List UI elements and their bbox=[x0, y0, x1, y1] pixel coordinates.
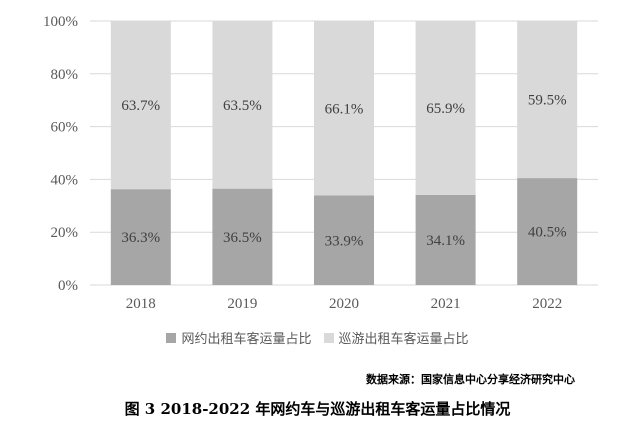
legend-label-online: 网约出租车客运量占比 bbox=[181, 332, 312, 347]
x-tick-label: 2019 bbox=[227, 296, 257, 312]
y-tick-label: 20% bbox=[51, 225, 79, 241]
bar-segment-cruise bbox=[314, 21, 374, 196]
stacked-bar-chart: 0%20%40%60%80%100% 36.3%63.7%36.5%63.5%3… bbox=[43, 14, 598, 312]
bars bbox=[110, 21, 578, 285]
bar-segment-cruise bbox=[517, 21, 578, 179]
x-tick-label: 2022 bbox=[532, 296, 562, 312]
legend-label-cruise: 巡游出租车客运量占比 bbox=[338, 332, 469, 347]
x-tick-label: 2021 bbox=[431, 296, 461, 312]
legend: 网约出租车客运量占比 巡游出租车客运量占比 bbox=[0, 328, 635, 347]
legend-item-online: 网约出租车客运量占比 bbox=[166, 328, 312, 347]
legend-swatch-cruise bbox=[323, 332, 334, 343]
data-label: 63.5% bbox=[223, 98, 262, 114]
bar-segment-cruise bbox=[110, 21, 171, 190]
data-label: 33.9% bbox=[325, 233, 364, 249]
data-label: 36.3% bbox=[121, 230, 160, 246]
data-labels: 36.3% 63.7% 36.5% 63.5% 33.9% 66.1% 34.1% 65.9%… bbox=[121, 93, 566, 250]
legend-swatch-online bbox=[166, 332, 177, 343]
bar-segment-online bbox=[212, 188, 273, 285]
figure-caption: 图 3 2018-2022 年网约车与巡游出租车客运量占比情况 bbox=[124, 400, 511, 418]
x-tick-label: 2020 bbox=[329, 296, 359, 312]
bar-segment-online bbox=[314, 195, 374, 285]
x-tick-label: 2018 bbox=[126, 296, 156, 312]
data-label: 65.9% bbox=[426, 101, 465, 117]
bar-segment-cruise bbox=[415, 21, 476, 195]
y-axis-ticks: 0% 20% 40% 60% 80% 100% bbox=[43, 14, 78, 294]
data-label: 34.1% bbox=[426, 233, 465, 249]
data-label: 59.5% bbox=[528, 93, 567, 109]
bar-segment-online bbox=[110, 189, 171, 285]
y-tick-label: 0% bbox=[58, 278, 78, 294]
bar-segment-cruise bbox=[212, 21, 273, 189]
x-axis-ticks: 2018 2019 2020 2021 2022 bbox=[126, 296, 562, 312]
y-tick-label: 80% bbox=[51, 67, 79, 83]
bar-segment-online bbox=[415, 194, 476, 285]
data-label: 40.5% bbox=[528, 225, 567, 241]
y-tick-label: 40% bbox=[51, 172, 79, 188]
legend-item-cruise: 巡游出租车客运量占比 bbox=[323, 328, 469, 347]
data-label: 66.1% bbox=[325, 101, 364, 117]
bar-segment-online bbox=[517, 178, 578, 285]
data-label: 36.5% bbox=[223, 230, 262, 246]
data-label: 63.7% bbox=[121, 98, 160, 114]
source-note: 数据来源：国家信息中心分享经济研究中心 bbox=[366, 373, 575, 386]
y-tick-label: 60% bbox=[51, 120, 79, 136]
y-tick-label: 100% bbox=[43, 14, 78, 30]
